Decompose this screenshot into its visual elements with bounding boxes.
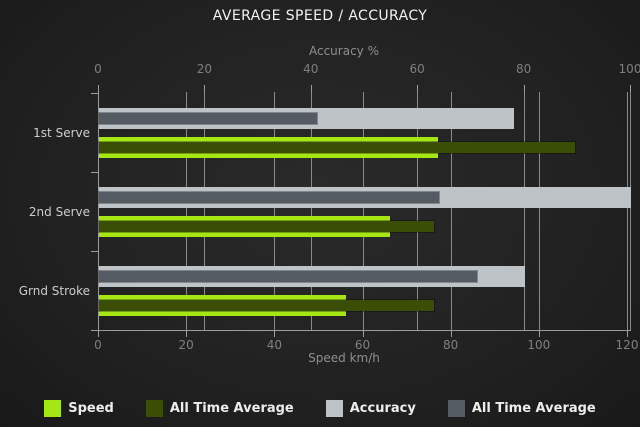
- top-axis-tick: [310, 85, 312, 92]
- legend-swatch-accuracy-all-time-average: [447, 399, 465, 417]
- gridline-accuracy: [310, 92, 312, 330]
- bar-all-time-average-grnd-stroke: [99, 271, 477, 282]
- top-axis-tick-label: 40: [303, 62, 319, 76]
- bottom-axis-title: Speed km/h: [308, 351, 380, 365]
- bottom-axis-tick: [186, 330, 188, 337]
- top-axis-tick: [98, 85, 99, 92]
- bar-all-time-average-1st-serve: [99, 113, 318, 124]
- bottom-axis-tick: [362, 330, 364, 337]
- gridline-speed: [362, 92, 364, 330]
- gridline-speed: [450, 92, 452, 330]
- top-axis-tick-label: 80: [515, 62, 532, 76]
- top-axis-tick-label: 60: [409, 62, 425, 76]
- bottom-axis-tick-label: 60: [354, 338, 371, 352]
- legend-swatch-accuracy: [325, 399, 343, 417]
- bottom-axis-tick-label: 100: [527, 338, 551, 352]
- legend-item-accuracy-all-time-average[interactable]: All Time Average: [447, 399, 596, 417]
- top-axis-title: Accuracy %: [308, 44, 379, 58]
- bar-all-time-average-2nd-serve: [99, 221, 435, 232]
- top-axis-tick: [417, 85, 419, 92]
- y-axis-tick: [91, 93, 98, 94]
- bar-all-time-average-2nd-serve: [99, 192, 440, 203]
- legend-label: All Time Average: [471, 400, 596, 416]
- bottom-axis-tick-label: 20: [178, 338, 194, 352]
- chart-title: AVERAGE SPEED / ACCURACY: [212, 8, 428, 24]
- top-axis-tick-label: 0: [94, 62, 102, 76]
- bottom-axis-tick-label: 0: [94, 338, 102, 352]
- gridline-speed: [274, 92, 276, 330]
- legend-label: Accuracy: [349, 400, 416, 416]
- top-axis-tick-label: 20: [196, 62, 213, 76]
- bottom-axis-tick: [627, 330, 628, 337]
- bottom-axis-tick: [538, 330, 540, 337]
- gridline-accuracy: [204, 92, 206, 330]
- category-label: Grnd Stroke: [18, 284, 90, 298]
- x-axis-line: [98, 330, 631, 331]
- category-label: 2nd Serve: [28, 205, 90, 219]
- y-axis-tick: [91, 251, 98, 252]
- gridline-accuracy: [630, 92, 631, 330]
- gridline-accuracy: [417, 92, 419, 330]
- y-axis-tick: [91, 330, 98, 331]
- y-axis-line: [98, 92, 99, 330]
- legend-item-speed-all-time-average[interactable]: All Time Average: [145, 399, 294, 417]
- bar-all-time-average-grnd-stroke: [99, 300, 435, 311]
- category-label: 1st Serve: [33, 126, 90, 140]
- gridline-speed: [627, 92, 628, 330]
- bottom-axis-tick: [450, 330, 452, 337]
- legend-item-speed[interactable]: Speed: [44, 399, 114, 417]
- top-axis-tick: [630, 85, 631, 92]
- bottom-axis-tick: [274, 330, 276, 337]
- top-axis-tick-label: 100: [618, 62, 640, 76]
- gridline-speed: [538, 92, 540, 330]
- gridline-speed: [186, 92, 188, 330]
- bottom-axis-tick: [98, 330, 99, 337]
- gridline-accuracy: [523, 92, 525, 330]
- legend-label: Speed: [68, 400, 114, 416]
- legend-item-accuracy[interactable]: Accuracy: [325, 399, 416, 417]
- y-axis-tick: [91, 172, 98, 173]
- bottom-axis-tick-label: 80: [443, 338, 459, 352]
- bottom-axis-tick-label: 40: [266, 338, 282, 352]
- legend: Speed All Time Average Accuracy All Time…: [0, 394, 640, 422]
- legend-swatch-speed: [44, 399, 62, 417]
- bottom-axis-tick-label: 120: [615, 338, 639, 352]
- legend-label: All Time Average: [169, 400, 294, 416]
- bar-all-time-average-1st-serve: [99, 142, 576, 153]
- top-axis-tick: [523, 85, 525, 92]
- legend-swatch-speed-all-time-average: [145, 399, 163, 417]
- top-axis-tick: [204, 85, 206, 92]
